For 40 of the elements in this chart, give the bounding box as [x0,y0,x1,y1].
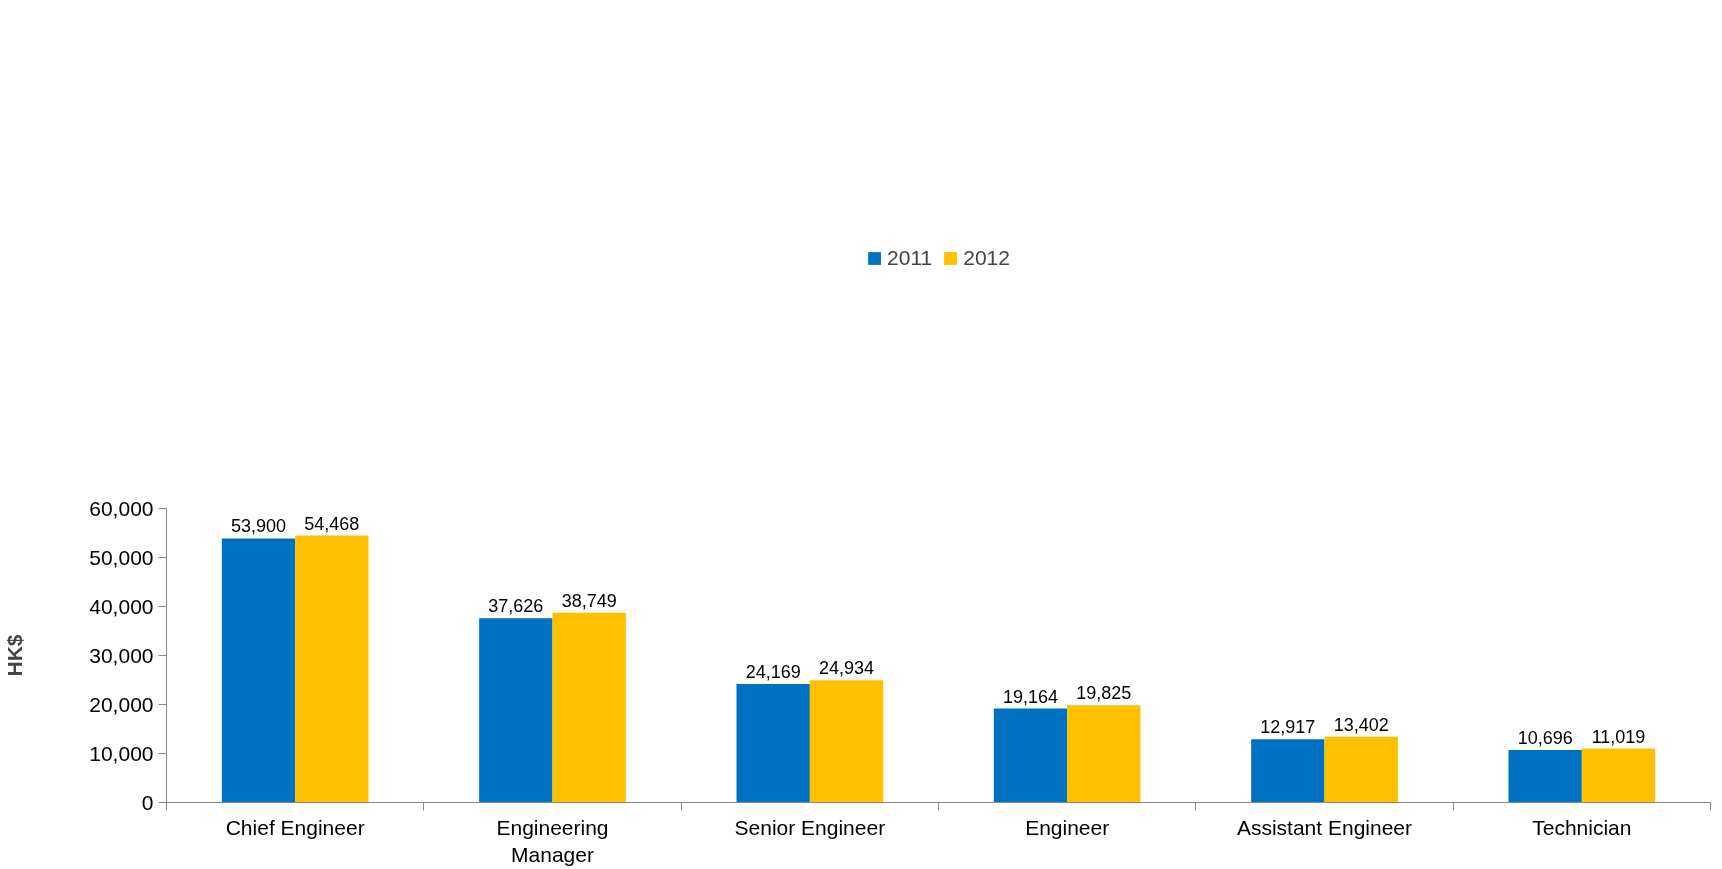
data-label: 10,696 [1517,728,1573,749]
y-tick-label: 40,000 [89,594,154,618]
data-label: 12,917 [1260,717,1316,738]
data-label: 53,900 [230,516,287,537]
bar [1581,748,1656,803]
bar [809,680,884,803]
y-axis-title: HK$ [3,634,27,677]
data-label: 19,825 [1076,683,1132,704]
data-label: 24,934 [818,658,875,679]
bar [1324,736,1398,803]
data-label: 24,169 [745,662,801,683]
y-tick-label: 50,000 [89,545,154,569]
data-label: 11,019 [1591,726,1646,747]
y-tick-label: 60,000 [89,496,154,520]
bar [1067,705,1141,803]
x-tick-label: Engineer [1025,815,1110,839]
data-label: 54,468 [304,513,360,534]
legend-label: 2011 [887,246,933,270]
x-tick-label: Assistant Engineer [1236,815,1413,839]
x-tick-label: Chief Engineer [225,815,365,839]
data-label: 38,749 [561,590,617,611]
bar [736,684,810,803]
y-tick-label: 20,000 [89,692,154,716]
x-tick-label: Senior Engineer [734,815,886,839]
y-tick-label: 30,000 [89,643,154,667]
data-label: 13,402 [1333,714,1389,735]
bar [221,538,296,803]
data-label: 37,626 [488,596,544,617]
bar [479,618,553,803]
y-tick-label: 0 [141,790,154,814]
x-tick-label: Engineering Manager [496,815,609,867]
bar [295,535,369,803]
x-tick-label: Technician [1532,815,1632,839]
data-label: 19,164 [1002,686,1059,707]
bar [993,708,1068,803]
y-tick-label: 10,000 [89,741,154,765]
bar [1251,739,1325,803]
bar [552,612,626,803]
legend-label: 2012 [963,246,1010,270]
bar [1508,750,1582,803]
